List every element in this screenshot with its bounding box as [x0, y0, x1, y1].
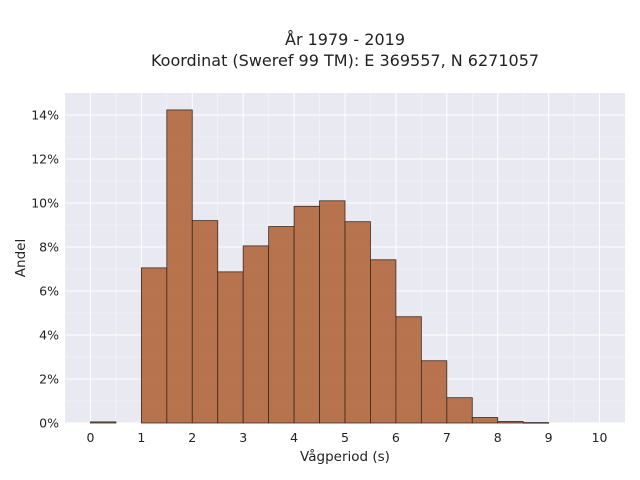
- x-axis-label: Vågperiod (s): [300, 448, 390, 465]
- histogram-bar-12: [395, 316, 422, 424]
- y-tick-label-6: 12%: [31, 152, 59, 167]
- histogram-bar-4: [191, 220, 219, 424]
- x-tick-label-10: 10: [592, 430, 608, 445]
- x-tick-label-0: 0: [86, 430, 94, 445]
- y-tick-label-2: 4%: [39, 328, 59, 343]
- histogram-bar-10: [344, 221, 371, 424]
- x-tick-label-4: 4: [290, 430, 298, 445]
- histogram-bar-8: [293, 205, 320, 424]
- histogram-bar-17: [522, 422, 550, 424]
- histogram-bar-3: [166, 109, 193, 424]
- histogram-bar-11: [370, 259, 397, 424]
- histogram-bar-5: [217, 271, 244, 424]
- chart-title-line-2: Koordinat (Sweref 99 TM): E 369557, N 62…: [151, 51, 539, 70]
- x-tick-label-6: 6: [392, 430, 400, 445]
- y-tick-label-0: 0%: [39, 416, 59, 431]
- histogram-bar-7: [268, 226, 295, 424]
- histogram-bar-13: [420, 360, 448, 424]
- x-tick-label-2: 2: [188, 430, 196, 445]
- x-tick-label-7: 7: [443, 430, 451, 445]
- x-tick-label-9: 9: [545, 430, 553, 445]
- x-tick-label-5: 5: [341, 430, 349, 445]
- y-tick-label-4: 8%: [39, 240, 59, 255]
- y-tick-label-1: 2%: [39, 372, 59, 387]
- chart-title-line-1: År 1979 - 2019: [285, 30, 405, 49]
- y-axis-ticks: 0% 2% 4% 6% 8% 10% 12% 14%: [31, 108, 59, 431]
- histogram-bar-6: [242, 245, 270, 424]
- histogram-bar-14: [446, 397, 473, 424]
- histogram-bar-2: [140, 267, 168, 424]
- histogram-bar-9: [319, 200, 346, 424]
- y-tick-label-5: 10%: [31, 196, 59, 211]
- y-axis-label: Andel: [13, 239, 29, 277]
- histogram-bar-0: [90, 421, 117, 424]
- y-tick-label-3: 6%: [39, 284, 59, 299]
- histogram-bar-15: [471, 417, 499, 424]
- x-axis-ticks: 0 1 2 3 4 5 6 7 8 9 10: [86, 430, 607, 445]
- x-tick-label-3: 3: [239, 430, 247, 445]
- x-tick-label-8: 8: [494, 430, 502, 445]
- x-tick-label-1: 1: [137, 430, 145, 445]
- histogram-bar-16: [497, 421, 524, 424]
- y-tick-label-7: 14%: [31, 108, 59, 123]
- histogram-bars: [90, 109, 550, 424]
